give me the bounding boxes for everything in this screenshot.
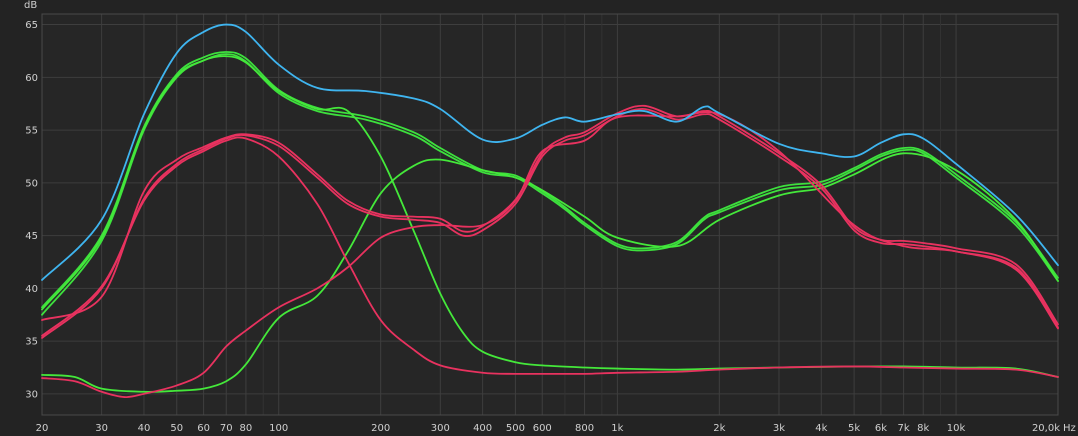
x-tick-label: 50 [170, 423, 183, 434]
x-tick-label: 600 [533, 423, 552, 434]
x-tick-label: 500 [506, 423, 525, 434]
x-tick-label: 200 [371, 423, 390, 434]
x-tick-label: 5k [848, 423, 860, 434]
x-tick-label: 60 [197, 423, 210, 434]
x-unit-label: Hz [1063, 423, 1076, 434]
series-line-8 [41, 136, 1059, 378]
plot-background [42, 14, 1058, 415]
series-line-1 [41, 53, 1059, 316]
x-tick-label: 2k [713, 423, 725, 434]
x-tick-label: 20,0k [1032, 423, 1060, 434]
series-layer [41, 23, 1059, 399]
x-tick-label: 800 [575, 423, 594, 434]
x-tick-label: 100 [269, 423, 288, 434]
x-tick-label: 1k [611, 423, 623, 434]
x-tick-label: 70 [220, 423, 233, 434]
y-tick-label: 55 [25, 126, 38, 137]
y-unit-label: dB [24, 0, 37, 11]
axis-layer: dB Hz 30 35 40 45 50 55 60 65 20 30 40 50 60 70 80 100 2… [24, 0, 1076, 434]
series-line-7 [41, 111, 1059, 399]
series-line-5 [41, 108, 1059, 339]
x-tick-label: 300 [431, 423, 450, 434]
y-tick-label: 60 [25, 73, 38, 84]
y-tick-label: 50 [25, 178, 38, 189]
series-line-0 [41, 23, 1059, 281]
plot-border [41, 13, 1059, 416]
y-tick-label: 65 [25, 20, 38, 31]
y-tick-label: 35 [25, 337, 38, 348]
x-tick-label: 400 [473, 423, 492, 434]
x-tick-label: 30 [95, 423, 108, 434]
x-tick-label: 3k [773, 423, 785, 434]
grid-layer [41, 13, 1059, 416]
x-tick-label: 7k [898, 423, 910, 434]
series-line-3 [41, 152, 1059, 393]
x-tick-label: 6k [875, 423, 887, 434]
x-tick-label: 80 [240, 423, 253, 434]
x-tick-label: 8k [917, 423, 929, 434]
y-tick-label: 40 [25, 284, 38, 295]
series-line-2 [41, 51, 1059, 309]
x-tick-label: 40 [138, 423, 151, 434]
y-tick-label: 45 [25, 231, 38, 242]
x-tick-label: 20 [36, 423, 49, 434]
y-tick-label: 30 [25, 389, 38, 400]
x-tick-label: 10k [947, 423, 966, 434]
x-tick-label: 4k [815, 423, 827, 434]
